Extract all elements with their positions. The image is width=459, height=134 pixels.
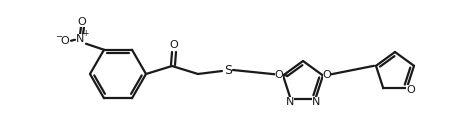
Text: O: O: [61, 36, 69, 46]
Text: N: N: [312, 97, 320, 107]
Text: N: N: [285, 97, 293, 107]
Text: N: N: [76, 34, 84, 44]
Text: −: −: [56, 32, 62, 41]
Text: O: O: [274, 70, 283, 79]
Text: O: O: [169, 40, 178, 50]
Text: O: O: [322, 70, 330, 79]
Text: S: S: [224, 64, 231, 77]
Text: +: +: [82, 29, 88, 38]
Text: O: O: [405, 85, 414, 95]
Text: O: O: [78, 17, 86, 27]
